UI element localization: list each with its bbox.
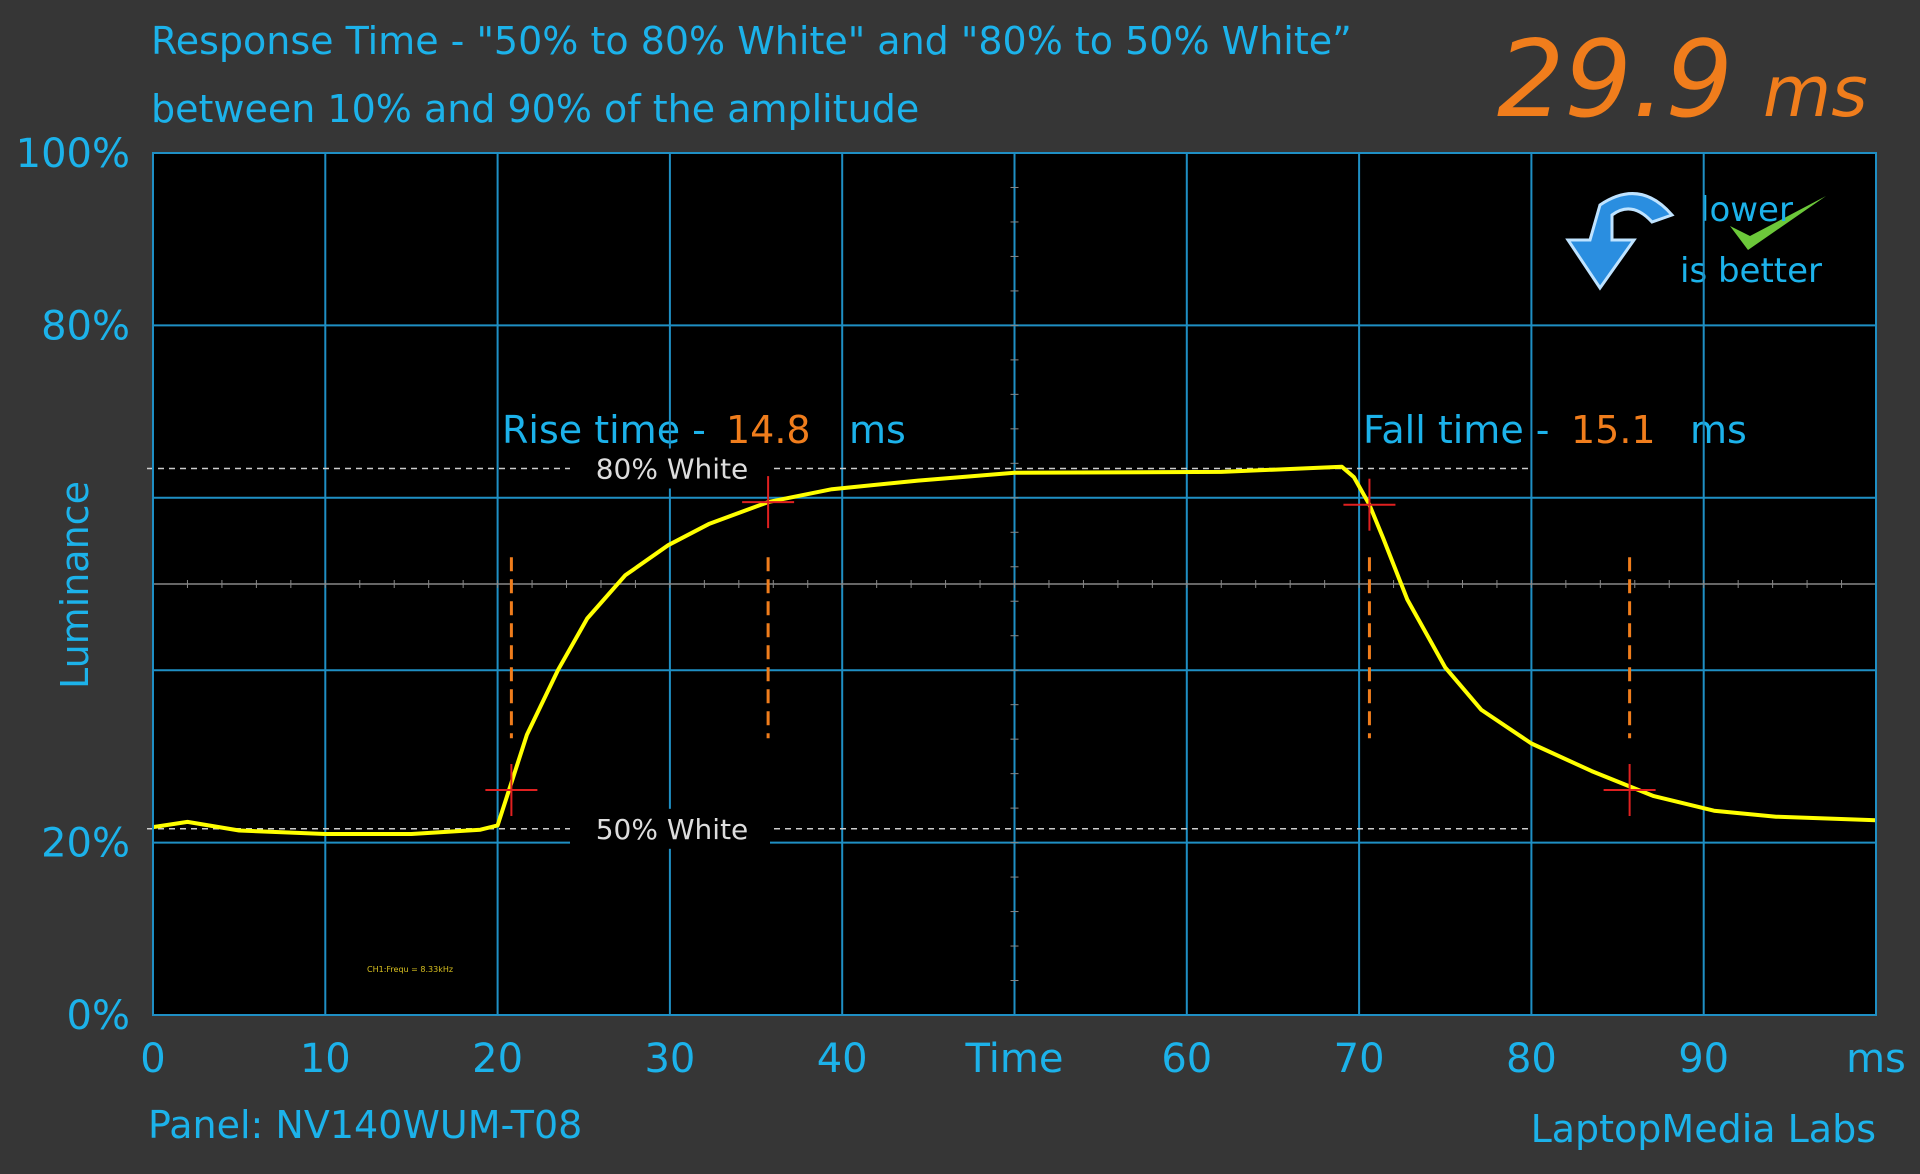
badge-icon xyxy=(1565,192,1826,291)
badge-line: is better xyxy=(1680,251,1822,291)
crosshair xyxy=(742,476,795,529)
rise-unit: ms xyxy=(849,408,906,452)
x-tick-label: 40 xyxy=(817,1036,868,1082)
x-tick-label: 60 xyxy=(1161,1036,1212,1082)
rise-time: 14.8 xyxy=(726,408,811,452)
fall-unit: ms xyxy=(1690,408,1747,452)
probe-note: CH1:Frequ = 8.33kHz xyxy=(367,965,453,974)
x-tick-label: Time xyxy=(965,1036,1064,1082)
x-tick-label: 10 xyxy=(300,1036,351,1082)
y-tick-label: 20% xyxy=(41,821,130,867)
total-unit: ms xyxy=(1763,51,1868,133)
y-tick-label: 0% xyxy=(67,993,130,1039)
x-tick-label: ms xyxy=(1846,1036,1906,1082)
x-tick-label: 30 xyxy=(644,1036,695,1082)
down-arrow xyxy=(1565,192,1675,291)
trace xyxy=(152,464,1877,836)
y-tick-label: 80% xyxy=(41,303,130,349)
x-tick-label: 20 xyxy=(472,1036,523,1082)
x-tick-label: 90 xyxy=(1678,1036,1729,1082)
credit: LaptopMedia Labs xyxy=(1531,1107,1876,1151)
total-time: 29.9 xyxy=(1497,18,1733,141)
y-axis-title: Luminance xyxy=(53,481,97,689)
crosshair xyxy=(1343,478,1396,531)
x-tick-label: 70 xyxy=(1334,1036,1385,1082)
x-tick-label: 0 xyxy=(140,1036,165,1082)
badge-line: lower xyxy=(1700,190,1793,230)
reference-label-bg xyxy=(570,808,770,849)
chart-subtitle: between 10% and 90% of the amplitude xyxy=(151,87,919,131)
reference-label: 80% White xyxy=(596,452,749,485)
panel-label: Panel: NV140WUM-T08 xyxy=(148,1103,582,1147)
plot-frame xyxy=(152,152,1877,1016)
reference-label-bg xyxy=(570,448,770,489)
rise-label: Rise time - xyxy=(502,408,706,452)
fall-time: 15.1 xyxy=(1571,408,1656,452)
crosshair xyxy=(485,764,538,817)
x-tick-label: 80 xyxy=(1506,1036,1557,1082)
fall-label: Fall time - xyxy=(1363,408,1550,452)
check-mark xyxy=(1730,196,1826,250)
y-tick-label: 100% xyxy=(16,131,130,177)
crosshair xyxy=(1603,764,1656,817)
chart-title: Response Time - "50% to 80% White" and "… xyxy=(151,19,1352,63)
reference-label: 50% White xyxy=(596,813,749,846)
